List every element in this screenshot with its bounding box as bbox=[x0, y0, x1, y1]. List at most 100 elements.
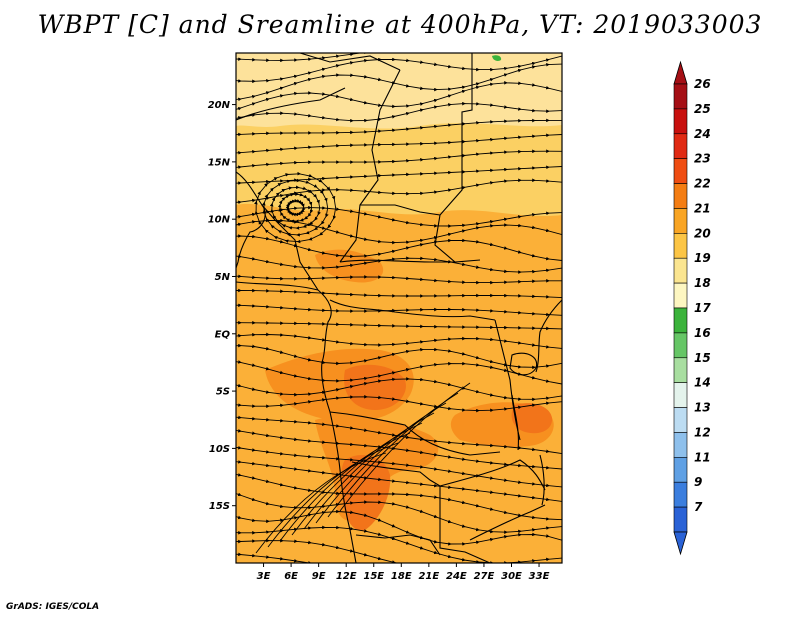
lake-malawi bbox=[539, 454, 545, 506]
colorbar-swatch bbox=[673, 133, 688, 159]
lon-tick-label: 30E bbox=[501, 571, 522, 582]
coastlines-borders bbox=[236, 53, 562, 563]
streamline bbox=[267, 442, 399, 548]
streamline bbox=[279, 432, 411, 542]
streamline bbox=[236, 552, 550, 563]
border-botswana bbox=[439, 486, 491, 563]
border-car bbox=[339, 259, 455, 263]
border-angola bbox=[351, 461, 441, 487]
colorbar-label: 24 bbox=[694, 127, 711, 141]
lon-tick-label: 6E bbox=[284, 571, 298, 582]
colorbar-swatch bbox=[673, 481, 688, 508]
lat-tick-label: EQ bbox=[215, 329, 231, 340]
border-drc-s bbox=[329, 411, 501, 456]
lon-tick-label: 9E bbox=[312, 571, 326, 582]
colorbar-label: 7 bbox=[694, 500, 703, 514]
lat-tick-label: 20N bbox=[208, 100, 231, 111]
longitude-axis: 3E 6E 9E 12E 15E 18E 21E 24E 27E 30E 33E bbox=[257, 563, 550, 582]
streamline bbox=[236, 254, 562, 274]
colorbar-label: 14 bbox=[694, 376, 711, 390]
colorbar-label: 18 bbox=[694, 276, 711, 290]
colorbar-swatch bbox=[673, 506, 688, 533]
lat-tick-label: 15N bbox=[208, 157, 231, 168]
east-coastline bbox=[535, 299, 562, 373]
colorbar-swatch bbox=[673, 233, 688, 259]
lon-tick-label: 18E bbox=[391, 571, 412, 582]
colorbar-label: 15 bbox=[694, 351, 711, 365]
colorbar-label: 21 bbox=[694, 201, 711, 215]
colorbar-label: 20 bbox=[694, 226, 711, 240]
streamline bbox=[236, 274, 562, 285]
colorbar-swatch bbox=[673, 282, 688, 309]
lon-tick-label: 33E bbox=[529, 571, 550, 582]
streamline bbox=[236, 360, 562, 385]
lon-tick-label: 27E bbox=[474, 571, 495, 582]
latitude-axis: 20N 15N 10N 5N EQ 5S 10S 15S bbox=[208, 100, 236, 512]
border-congo-n bbox=[329, 299, 496, 321]
colorbar-label: 17 bbox=[694, 301, 711, 315]
colorbar-swatch bbox=[673, 307, 688, 334]
lat-tick-label: 5N bbox=[215, 272, 231, 283]
colorbar-swatch bbox=[673, 432, 688, 458]
lon-tick-label: 24E bbox=[446, 571, 467, 582]
colorbar-label: 22 bbox=[694, 177, 711, 191]
lake-victoria bbox=[509, 352, 538, 376]
border-chad bbox=[360, 204, 441, 216]
streamline bbox=[236, 288, 562, 299]
streamline bbox=[236, 303, 562, 317]
colorbar-swatch bbox=[673, 83, 688, 110]
colorbar-swatch bbox=[673, 382, 688, 408]
west-coastline bbox=[236, 171, 266, 269]
border-namibia bbox=[355, 534, 441, 556]
lon-tick-label: 12E bbox=[336, 571, 357, 582]
border-zimbabwe bbox=[469, 504, 546, 541]
streamline bbox=[236, 118, 562, 137]
colorbar-bottom-arrow bbox=[673, 531, 688, 556]
lat-tick-label: 5S bbox=[216, 387, 230, 398]
colorbar-swatch bbox=[673, 158, 688, 184]
border-congo-e bbox=[494, 319, 521, 441]
colorbar-swatch bbox=[673, 407, 688, 433]
lat-tick-label: 10N bbox=[208, 215, 231, 226]
streamline bbox=[254, 171, 337, 244]
border-nigeria bbox=[261, 204, 319, 291]
streamline bbox=[236, 149, 562, 169]
streamline bbox=[236, 320, 562, 331]
streamline bbox=[255, 452, 387, 554]
colorbar-label: 19 bbox=[694, 251, 711, 265]
colorbar-label: 25 bbox=[694, 102, 711, 116]
colorbar-swatch bbox=[673, 183, 688, 209]
colorbar-swatch bbox=[673, 108, 688, 135]
colorbar-swatch bbox=[673, 357, 688, 383]
grads-credit: GrADS: IGES/COLA bbox=[6, 602, 100, 612]
lon-tick-label: 21E bbox=[418, 571, 439, 582]
border-north-2 bbox=[339, 69, 401, 263]
streamline bbox=[236, 394, 562, 413]
colorbar-label: 11 bbox=[694, 450, 711, 464]
border-zambia bbox=[439, 459, 546, 491]
colorbar-label: 23 bbox=[694, 152, 711, 166]
colorbar-swatch bbox=[673, 332, 688, 359]
streamline bbox=[291, 422, 423, 536]
gulf-coastline bbox=[236, 281, 357, 563]
map-title: WBPT [C] and Sreamline at 400hPa, VT: 20… bbox=[37, 10, 763, 39]
streamline bbox=[339, 382, 471, 512]
lat-tick-label: 10S bbox=[209, 444, 230, 455]
colorbar-label: 9 bbox=[694, 475, 702, 489]
colorbar-label: 26 bbox=[694, 77, 711, 91]
lat-tick-label: 15S bbox=[209, 501, 230, 512]
colorbar-label: 12 bbox=[694, 425, 711, 439]
colorbar-swatch bbox=[673, 257, 688, 284]
wbpt-far-north-band bbox=[236, 53, 562, 129]
lon-tick-label: 15E bbox=[363, 571, 384, 582]
border-west-sahel bbox=[236, 87, 346, 121]
colorbar-swatch bbox=[673, 457, 688, 483]
border-north-1 bbox=[299, 53, 401, 71]
streamlines bbox=[236, 53, 562, 563]
colorbar-top-arrow bbox=[673, 60, 688, 85]
colorbar-label: 16 bbox=[694, 326, 711, 340]
streamline bbox=[236, 101, 562, 123]
map-frame bbox=[235, 52, 563, 564]
colorbar: 26 25 24 23 22 21 20 19 18 17 16 15 14 13 12 11 9 7 bbox=[673, 60, 711, 556]
